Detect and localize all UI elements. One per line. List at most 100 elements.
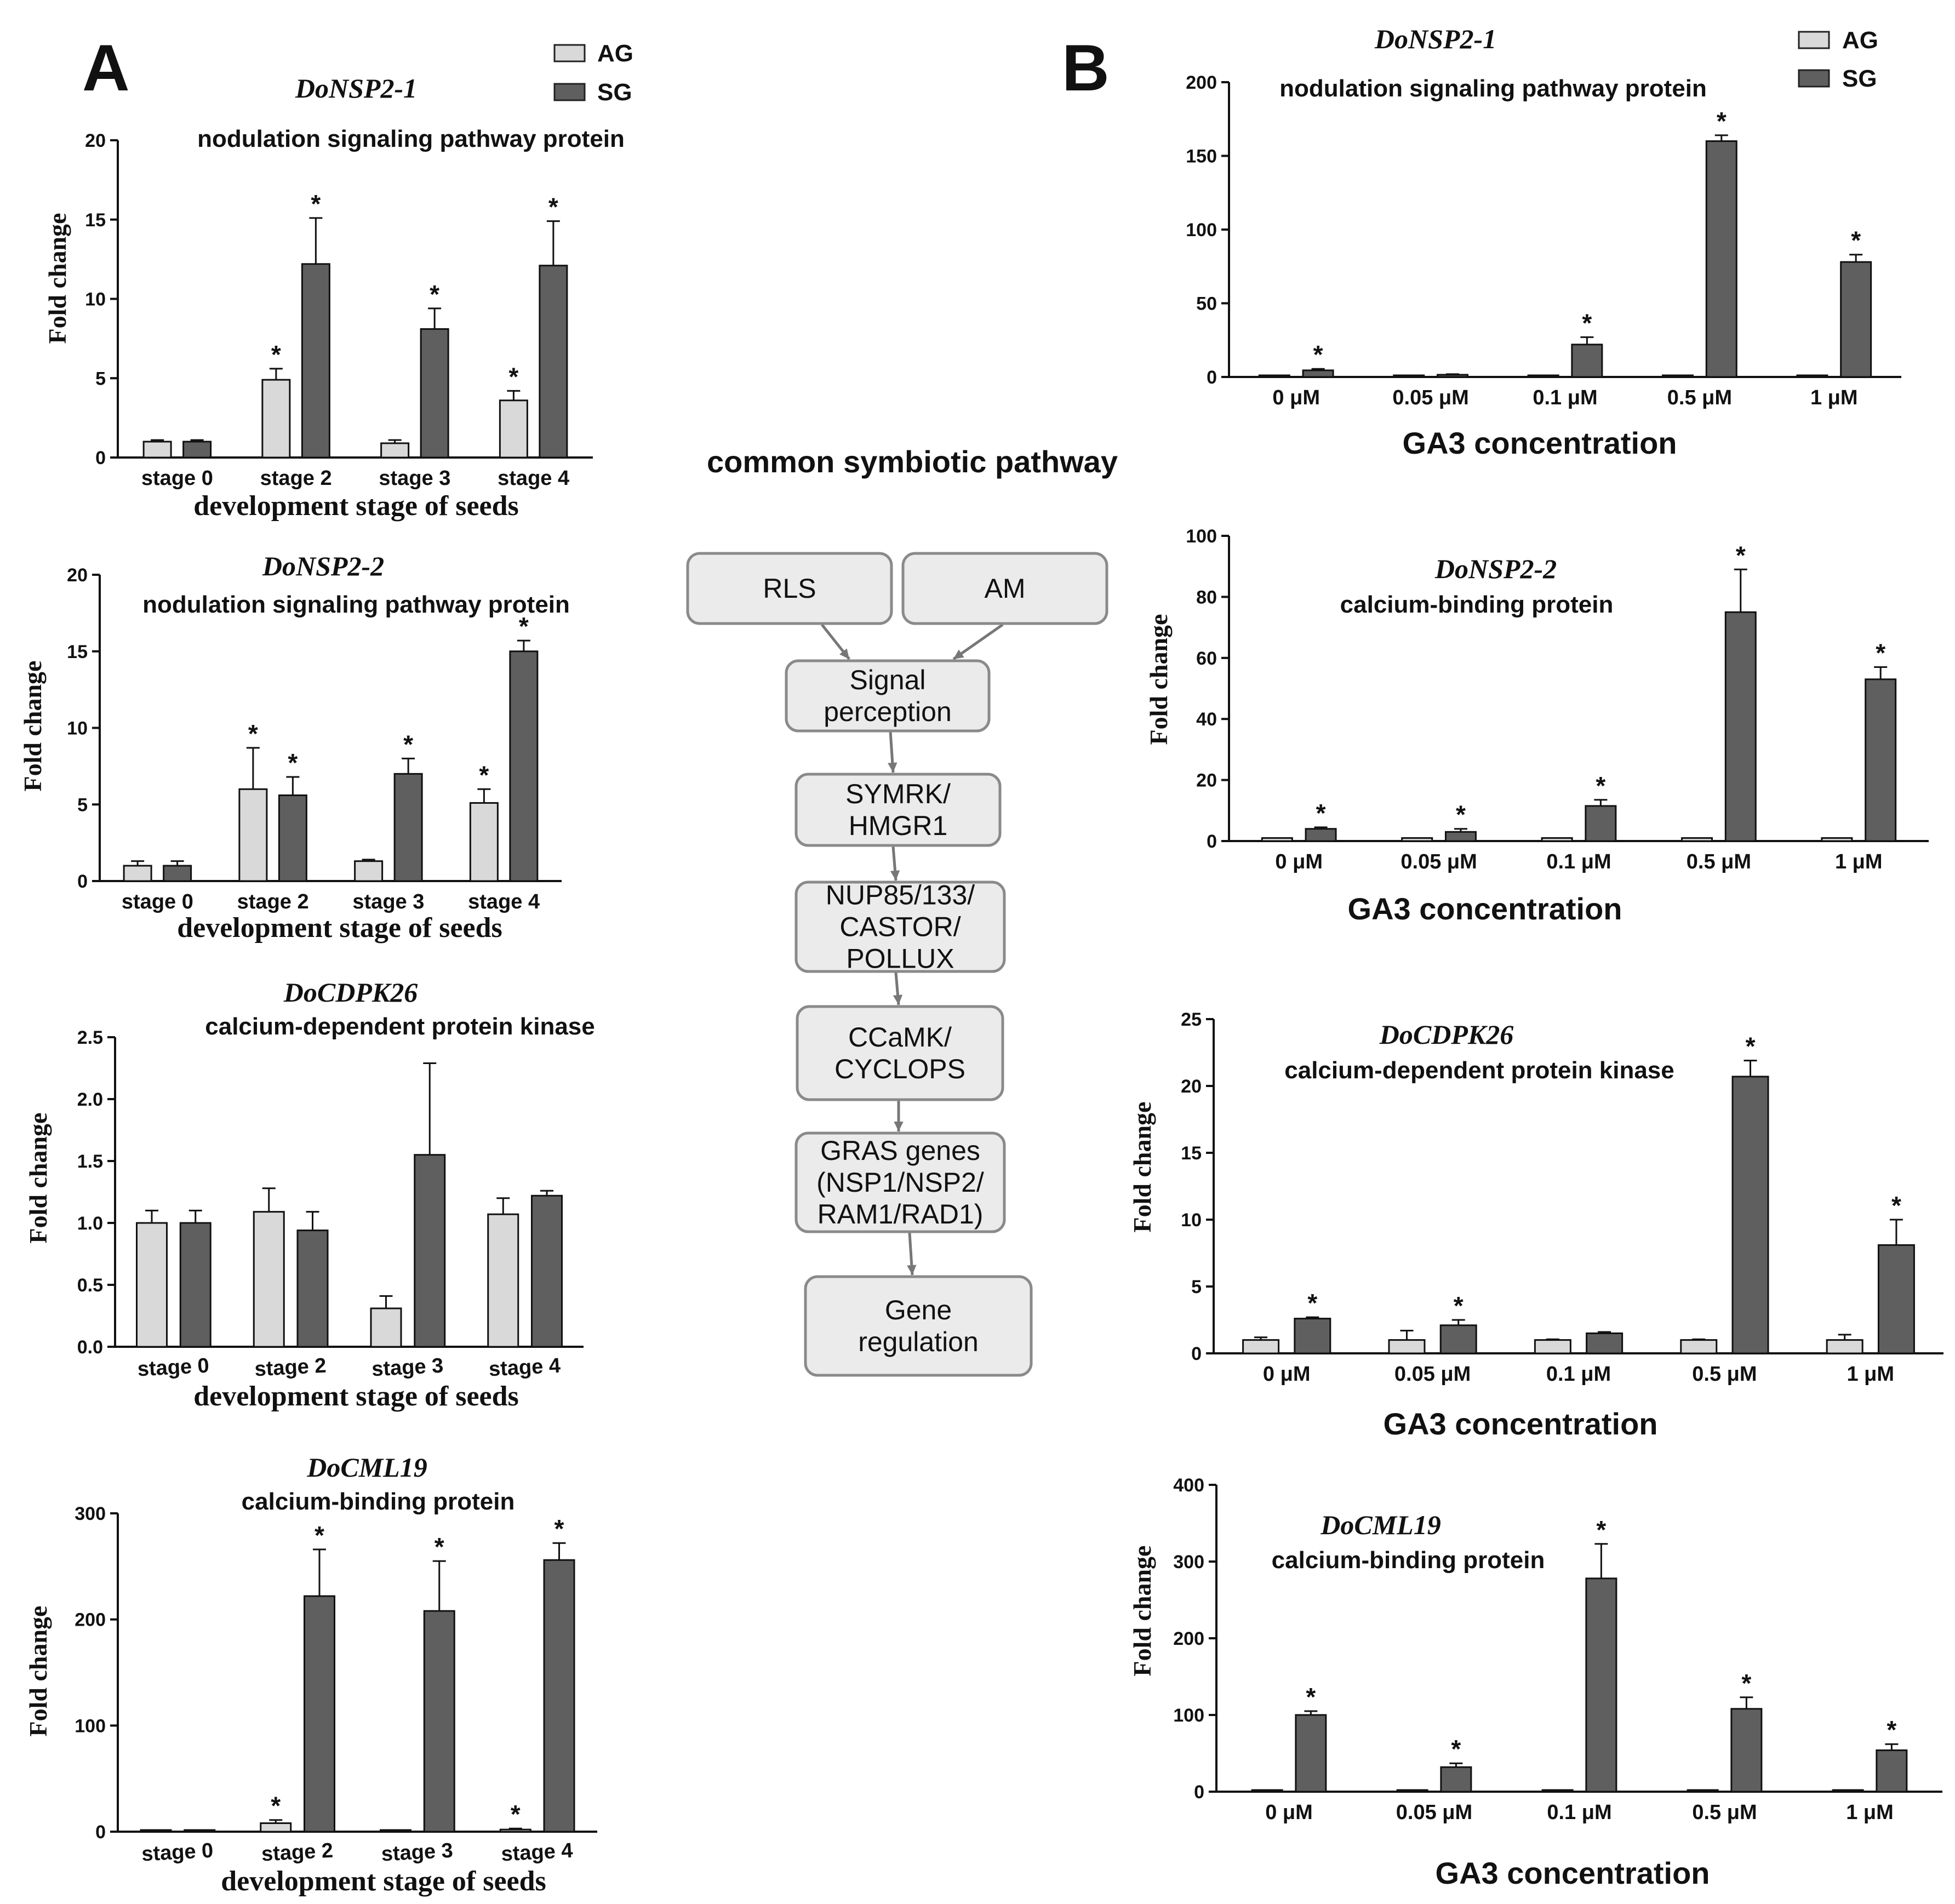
- y-tick-label: 200: [1186, 72, 1217, 93]
- legend-label-ag: AG: [1842, 27, 1878, 54]
- x-tick-label: stage 2: [260, 467, 332, 490]
- y-tick-label: 10: [67, 718, 88, 739]
- y-axis-label: Fold change: [1128, 1102, 1156, 1233]
- x-tick-label: 0 μM: [1265, 1801, 1313, 1824]
- pathway-arrowhead: [839, 648, 849, 659]
- chart-title: DoNSP2-2: [262, 551, 384, 581]
- bar: [238, 788, 268, 882]
- bar: [423, 1610, 455, 1833]
- y-tick-label: 10: [1181, 1210, 1202, 1231]
- pathway-arrowhead: [894, 1121, 904, 1131]
- y-tick-label: 0: [1207, 367, 1217, 388]
- bar: [1821, 837, 1853, 842]
- significance-star: *: [1313, 340, 1323, 369]
- significance-star: *: [479, 761, 489, 789]
- chart-3: 0 100 200 300 stage 0 stage 2 * * stage 3 * stage …: [75, 1503, 597, 1866]
- bar: [1294, 1318, 1331, 1354]
- x-tick-label: stage 4: [468, 890, 540, 913]
- pathway-arrows: [821, 623, 1004, 1276]
- significance-star: *: [511, 1800, 521, 1828]
- x-axis-label: GA3 concentration: [1348, 891, 1622, 926]
- x-axis-label: GA3 concentration: [1436, 1856, 1710, 1890]
- y-tick-label: 100: [75, 1716, 106, 1736]
- y-tick-label: 1.5: [77, 1151, 103, 1172]
- pathway-node-label: RAM1/RAD1): [818, 1199, 984, 1230]
- significance-star: *: [430, 280, 439, 308]
- pathway-node: CCaMK/CYCLOPS: [796, 1005, 1004, 1101]
- bar: [1302, 369, 1334, 378]
- bar: [1261, 837, 1293, 842]
- panel-label-b: B: [1062, 31, 1110, 105]
- bar: [531, 1194, 563, 1348]
- x-tick-label: stage 3: [371, 1354, 444, 1381]
- legend-label-ag: AG: [597, 40, 633, 67]
- x-tick-label: 1 μM: [1835, 850, 1883, 873]
- x-tick-label: 0.5 μM: [1692, 1801, 1757, 1824]
- significance-star: *: [1851, 226, 1861, 255]
- pathway-node-label: CCaMK/: [848, 1022, 952, 1053]
- pathway-arrow: [952, 623, 1004, 661]
- pathway-node-box: [796, 1005, 1004, 1101]
- chart-subtitle: nodulation signaling pathway protein: [142, 591, 570, 618]
- y-tick-label: 25: [1181, 1009, 1202, 1030]
- chart-subtitle: calcium-binding protein: [1340, 591, 1614, 618]
- legend-swatch-sg: [553, 83, 586, 101]
- significance-star: *: [1596, 1516, 1606, 1544]
- bar: [182, 441, 212, 459]
- bar: [499, 1828, 531, 1833]
- x-tick-label: 0.1 μM: [1546, 1363, 1611, 1386]
- y-tick-label: 300: [75, 1503, 106, 1524]
- x-axis-label: development stage of seeds: [177, 912, 502, 944]
- y-tick-label: 200: [75, 1610, 106, 1631]
- bar: [1876, 1749, 1908, 1793]
- pathway-arrowhead: [888, 762, 898, 773]
- bar: [1585, 1577, 1617, 1793]
- significance-star: *: [1736, 541, 1746, 569]
- bar: [1796, 374, 1828, 378]
- chart-subtitle: calcium-binding protein: [1272, 1547, 1545, 1574]
- y-axis-label: Fold change: [1128, 1546, 1156, 1677]
- y-tick-label: 5: [77, 794, 88, 815]
- legend-panel-a: AG SG: [553, 40, 633, 106]
- bar: [1251, 1789, 1283, 1793]
- bar: [420, 328, 449, 459]
- x-tick-label: stage 4: [501, 1839, 574, 1866]
- bar: [1534, 1339, 1571, 1354]
- panel-label-a: A: [82, 31, 130, 105]
- y-tick-label: 1.0: [77, 1213, 103, 1234]
- x-tick-label: 0.05 μM: [1396, 1801, 1472, 1824]
- chart-4: 0 50 100 150 200 0 μM * 0.05 μM 0.1 μM * 0.5 μM * 1 …: [1186, 72, 1901, 409]
- x-tick-label: 0 μM: [1263, 1363, 1311, 1386]
- bar: [1662, 374, 1694, 378]
- bar: [1865, 678, 1897, 842]
- bar: [1730, 1708, 1763, 1793]
- y-tick-label: 15: [67, 642, 88, 662]
- bar: [1586, 1332, 1624, 1354]
- y-tick-label: 100: [1186, 220, 1217, 241]
- chart-title: DoCDPK26: [283, 977, 418, 1008]
- x-tick-label: 0.1 μM: [1533, 386, 1597, 409]
- y-tick-label: 0: [1207, 831, 1217, 852]
- bar: [1388, 1339, 1426, 1354]
- significance-star: *: [288, 748, 298, 777]
- bar: [301, 263, 330, 459]
- chart-subtitle: calcium-dependent protein kinase: [1284, 1057, 1674, 1084]
- bar: [261, 379, 291, 459]
- bar: [1681, 837, 1713, 842]
- bar: [1541, 837, 1573, 842]
- chart-title: DoNSP2-2: [1434, 553, 1557, 584]
- y-tick-label: 100: [1186, 526, 1217, 547]
- bar: [1258, 374, 1290, 378]
- pathway-node-label: Gene: [885, 1295, 952, 1325]
- significance-star: *: [1876, 639, 1885, 667]
- pathway-node-label: POLLUX: [846, 944, 954, 974]
- significance-star: *: [508, 362, 518, 391]
- bar: [142, 441, 172, 459]
- y-tick-label: 300: [1173, 1552, 1204, 1573]
- y-tick-label: 80: [1196, 587, 1217, 608]
- y-tick-label: 15: [1181, 1143, 1202, 1164]
- significance-star: *: [1454, 1291, 1464, 1320]
- x-axis-label: GA3 concentration: [1403, 426, 1677, 460]
